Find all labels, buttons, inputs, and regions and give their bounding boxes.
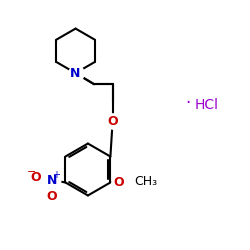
Text: O: O bbox=[114, 176, 124, 189]
Text: O: O bbox=[30, 171, 41, 184]
Text: O: O bbox=[46, 190, 57, 202]
Text: ·: · bbox=[186, 94, 191, 112]
Text: CH₃: CH₃ bbox=[134, 175, 157, 188]
Text: −: − bbox=[27, 167, 36, 177]
Text: O: O bbox=[107, 115, 118, 128]
Text: N: N bbox=[47, 174, 57, 186]
Text: HCl: HCl bbox=[194, 98, 218, 112]
Text: +: + bbox=[52, 170, 60, 179]
Text: N: N bbox=[70, 66, 81, 80]
